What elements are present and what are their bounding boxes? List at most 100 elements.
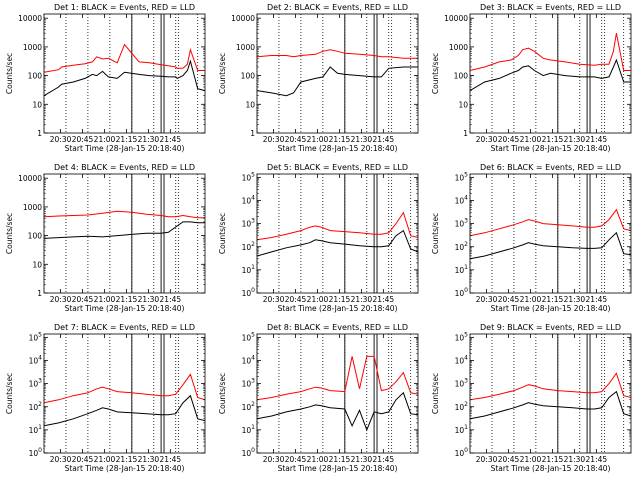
x-tick-label: 20:45 xyxy=(285,295,307,304)
y-tick-label: 10000 xyxy=(231,14,255,23)
x-tick-label: 20:45 xyxy=(498,135,520,144)
y-tick-label: 102 xyxy=(455,401,469,412)
y-axis-label: Counts/sec xyxy=(5,373,14,414)
detector-panel-4: 1 10 100 1000 10000 20:30 20:45 21:00 21:15 21:30… xyxy=(0,160,213,320)
y-tick-label: 1 xyxy=(250,129,255,138)
y-tick-label: 101 xyxy=(455,424,469,435)
events-series-line xyxy=(43,221,205,239)
events-series-line xyxy=(43,394,206,427)
plot-frame xyxy=(256,173,419,294)
x-tick-label: 21:00 xyxy=(307,455,329,464)
x-tick-label: 21:15 xyxy=(329,455,351,464)
events-series-line xyxy=(256,66,418,97)
detector-chart-1: 1 10 100 1000 10000 20:30 20:45 21:00 21:15 21:30… xyxy=(5,3,206,153)
lld-series-line xyxy=(469,372,632,401)
y-axis-label: Counts/sec xyxy=(218,53,227,94)
x-tick-label: 21:15 xyxy=(542,455,564,464)
x-tick-label: 21:00 xyxy=(520,135,542,144)
y-tick-label: 100 xyxy=(28,232,43,241)
x-tick-label: 20:30 xyxy=(50,135,72,144)
lld-series-line xyxy=(256,211,419,241)
y-axis-label: Counts/sec xyxy=(431,213,440,254)
y-tick-label: 10 xyxy=(245,100,255,109)
y-tick-label: 105 xyxy=(242,331,256,342)
x-tick-label: 20:30 xyxy=(50,455,72,464)
y-tick-label: 1000 xyxy=(449,43,468,52)
panel-title: Det 7: BLACK = Events, RED = LLD xyxy=(54,323,195,332)
y-axis-label: Counts/sec xyxy=(218,213,227,254)
lld-series-line xyxy=(256,355,419,401)
x-tick-label: 21:15 xyxy=(542,135,564,144)
detector-panel-9: 100 101 102 103 104 105 20:30 20:45 21:00 21:15 21… xyxy=(426,320,639,480)
y-tick-label: 101 xyxy=(242,424,256,435)
panel-title: Det 6: BLACK = Events, RED = LLD xyxy=(480,163,621,172)
x-tick-label: 21:45 xyxy=(586,135,608,144)
plot-frame xyxy=(43,173,206,294)
panel-title: Det 2: BLACK = Events, RED = LLD xyxy=(267,3,408,12)
lld-series-line xyxy=(43,43,205,73)
x-tick-label: 21:30 xyxy=(564,295,586,304)
x-tick-label: 21:45 xyxy=(373,455,395,464)
x-axis-label: Start Time (28-Jan-15 20:18:40) xyxy=(491,464,611,473)
y-tick-label: 104 xyxy=(242,195,256,206)
lld-series-line xyxy=(469,208,632,237)
x-tick-label: 21:45 xyxy=(160,135,182,144)
y-tick-label: 101 xyxy=(455,264,469,275)
lld-series-line xyxy=(43,210,205,219)
x-tick-label: 21:15 xyxy=(542,295,564,304)
y-tick-label: 10 xyxy=(32,100,42,109)
lld-series-line xyxy=(469,33,631,71)
plot-frame xyxy=(469,13,632,134)
x-tick-label: 20:45 xyxy=(498,295,520,304)
detector-panel-5: 100 101 102 103 104 105 20:30 20:45 21:00 21:15 21… xyxy=(213,160,426,320)
x-tick-label: 21:00 xyxy=(307,135,329,144)
x-tick-label: 20:30 xyxy=(50,295,72,304)
x-tick-label: 21:00 xyxy=(520,455,542,464)
x-tick-label: 21:45 xyxy=(373,295,395,304)
x-tick-label: 20:30 xyxy=(476,295,498,304)
detector-panel-1: 1 10 100 1000 10000 20:30 20:45 21:00 21:15 21:30… xyxy=(0,0,213,160)
x-tick-label: 21:15 xyxy=(329,135,351,144)
y-tick-label: 10000 xyxy=(18,14,42,23)
x-axis-label: Start Time (28-Jan-15 20:18:40) xyxy=(278,144,398,153)
x-tick-label: 20:30 xyxy=(263,295,285,304)
x-tick-label: 20:30 xyxy=(263,455,285,464)
y-tick-label: 100 xyxy=(455,447,469,458)
y-tick-label: 105 xyxy=(29,331,43,342)
x-axis-label: Start Time (28-Jan-15 20:18:40) xyxy=(65,464,185,473)
x-tick-label: 21:45 xyxy=(160,295,182,304)
plot-frame xyxy=(256,333,419,454)
x-tick-label: 21:30 xyxy=(138,295,160,304)
x-tick-label: 21:45 xyxy=(373,135,395,144)
x-tick-label: 20:45 xyxy=(72,455,94,464)
x-tick-label: 20:45 xyxy=(285,455,307,464)
y-tick-label: 10 xyxy=(32,260,42,269)
x-tick-label: 21:00 xyxy=(520,295,542,304)
x-axis-label: Start Time (28-Jan-15 20:18:40) xyxy=(491,304,611,313)
y-tick-label: 105 xyxy=(455,171,469,182)
x-tick-label: 20:30 xyxy=(476,135,498,144)
panel-title: Det 8: BLACK = Events, RED = LLD xyxy=(267,323,408,332)
plot-frame xyxy=(43,333,206,454)
x-tick-label: 21:30 xyxy=(351,295,373,304)
x-tick-label: 20:45 xyxy=(72,135,94,144)
y-tick-label: 102 xyxy=(29,401,43,412)
y-tick-label: 100 xyxy=(242,447,256,458)
y-tick-label: 1 xyxy=(37,289,42,298)
detector-chart-3: 1 10 100 1000 10000 20:30 20:45 21:00 21:15 21:30… xyxy=(431,3,632,153)
y-axis-label: Counts/sec xyxy=(218,373,227,414)
x-tick-label: 21:30 xyxy=(138,135,160,144)
y-axis-label: Counts/sec xyxy=(431,53,440,94)
x-tick-label: 21:00 xyxy=(94,295,116,304)
detector-panel-3: 1 10 100 1000 10000 20:30 20:45 21:00 21:15 21:30… xyxy=(426,0,639,160)
x-tick-label: 21:30 xyxy=(564,455,586,464)
x-axis-label: Start Time (28-Jan-15 20:18:40) xyxy=(278,464,398,473)
detector-chart-4: 1 10 100 1000 10000 20:30 20:45 21:00 21:15 21:30… xyxy=(5,163,206,313)
panel-title: Det 4: BLACK = Events, RED = LLD xyxy=(54,163,195,172)
y-tick-label: 103 xyxy=(29,378,43,389)
